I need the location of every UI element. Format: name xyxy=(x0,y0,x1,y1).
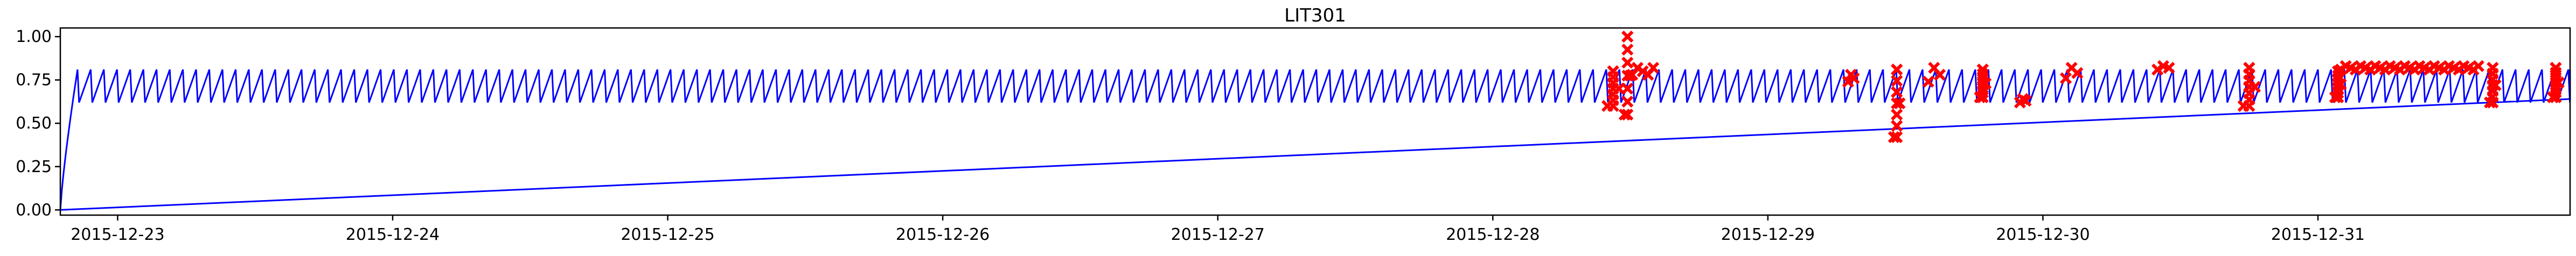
anomaly-marker xyxy=(1621,108,1634,121)
anomaly-marker xyxy=(1621,95,1634,108)
y-tick-label: 1.00 xyxy=(16,27,52,46)
anomaly-marker xyxy=(2163,61,2175,74)
anomaly-marker xyxy=(1618,108,1631,121)
anomaly-marker xyxy=(2020,95,2032,107)
y-tick-label: 0.00 xyxy=(16,201,52,219)
anomaly-marker xyxy=(1891,108,1903,121)
x-tick-label: 2015-12-29 xyxy=(1721,225,1815,244)
x-tick-label: 2015-12-30 xyxy=(1996,225,2090,244)
anomaly-marker xyxy=(1893,97,1906,110)
anomaly-marker xyxy=(1933,68,1946,81)
plot-frame xyxy=(59,27,2571,216)
anomaly-marker xyxy=(1621,56,1634,69)
x-tick-label: 2015-12-23 xyxy=(71,225,164,244)
x-tick-label: 2015-12-24 xyxy=(346,225,440,244)
anomaly-marker xyxy=(1621,30,1634,43)
anomaly-marker xyxy=(2243,61,2255,74)
x-tick-label: 2015-12-27 xyxy=(1171,225,1264,244)
anomaly-marker xyxy=(1891,86,1903,98)
anomaly-marker xyxy=(2472,60,2484,73)
y-tick-label: 0.50 xyxy=(16,114,52,133)
anomaly-marker xyxy=(1891,119,1903,132)
anomaly-marker xyxy=(2071,67,2084,79)
y-tick-label: 0.75 xyxy=(16,71,52,90)
anomaly-marker xyxy=(1888,131,1900,144)
x-tick-label: 2015-12-31 xyxy=(2271,225,2365,244)
x-tick-label: 2015-12-28 xyxy=(1446,225,1540,244)
x-tick-label: 2015-12-25 xyxy=(621,225,714,244)
chart-title: LIT301 xyxy=(1284,5,1346,26)
anomaly-marker xyxy=(1891,63,1903,76)
anomaly-marker xyxy=(1891,97,1903,110)
anomaly-marker xyxy=(1607,65,1619,77)
anomaly-marker xyxy=(2059,72,2072,84)
anomaly-marker xyxy=(1922,75,1934,88)
anomaly-marker xyxy=(1891,131,1903,144)
anomaly-marker xyxy=(1647,61,1660,74)
plot-area xyxy=(59,30,2571,211)
anomaly-marker xyxy=(2550,61,2562,74)
anomaly-marker xyxy=(1848,72,1860,84)
anomaly-marker xyxy=(2487,61,2499,74)
anomaly-marker xyxy=(1621,44,1634,56)
y-axis: 0.00 0.25 0.50 0.75 1.00 xyxy=(16,27,60,219)
signal-line xyxy=(59,69,2571,211)
anomaly-marker xyxy=(1976,63,1989,76)
y-tick-label: 0.25 xyxy=(16,158,52,176)
x-axis: 2015-12-23 2015-12-24 2015-12-25 2015-12-26… xyxy=(71,215,2365,244)
anomaly-marker xyxy=(1891,75,1903,87)
anomaly-markers xyxy=(1601,30,2565,144)
x-tick-label: 2015-12-26 xyxy=(896,225,990,244)
anomaly-marker xyxy=(1621,82,1634,95)
